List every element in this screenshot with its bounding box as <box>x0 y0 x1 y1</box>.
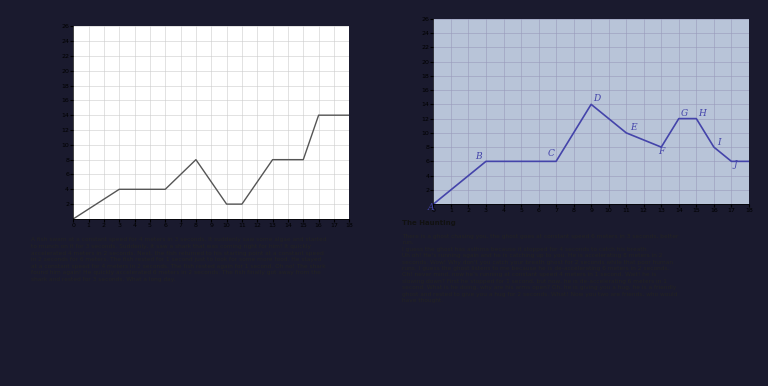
Text: A: A <box>428 203 435 212</box>
Text: E: E <box>630 123 637 132</box>
Text: F: F <box>657 147 664 156</box>
Text: B: B <box>475 152 482 161</box>
Text: I: I <box>717 138 721 147</box>
Text: C: C <box>548 149 554 157</box>
Text: G: G <box>680 109 688 118</box>
Text: H: H <box>698 109 706 118</box>
Text: The Haunting: The Haunting <box>402 220 456 226</box>
Text: J: J <box>733 160 737 169</box>
Text: A fish swam at a constant speed for 4 meters in 3 seconds. It suddenly saw some : A fish swam at a constant speed for 4 me… <box>31 237 327 282</box>
Text: D: D <box>593 94 600 103</box>
Text: There is a ghost chasing you, the ghost goes at constant speed 6 meters in 3 sec: There is a ghost chasing you, the ghost … <box>402 234 679 303</box>
